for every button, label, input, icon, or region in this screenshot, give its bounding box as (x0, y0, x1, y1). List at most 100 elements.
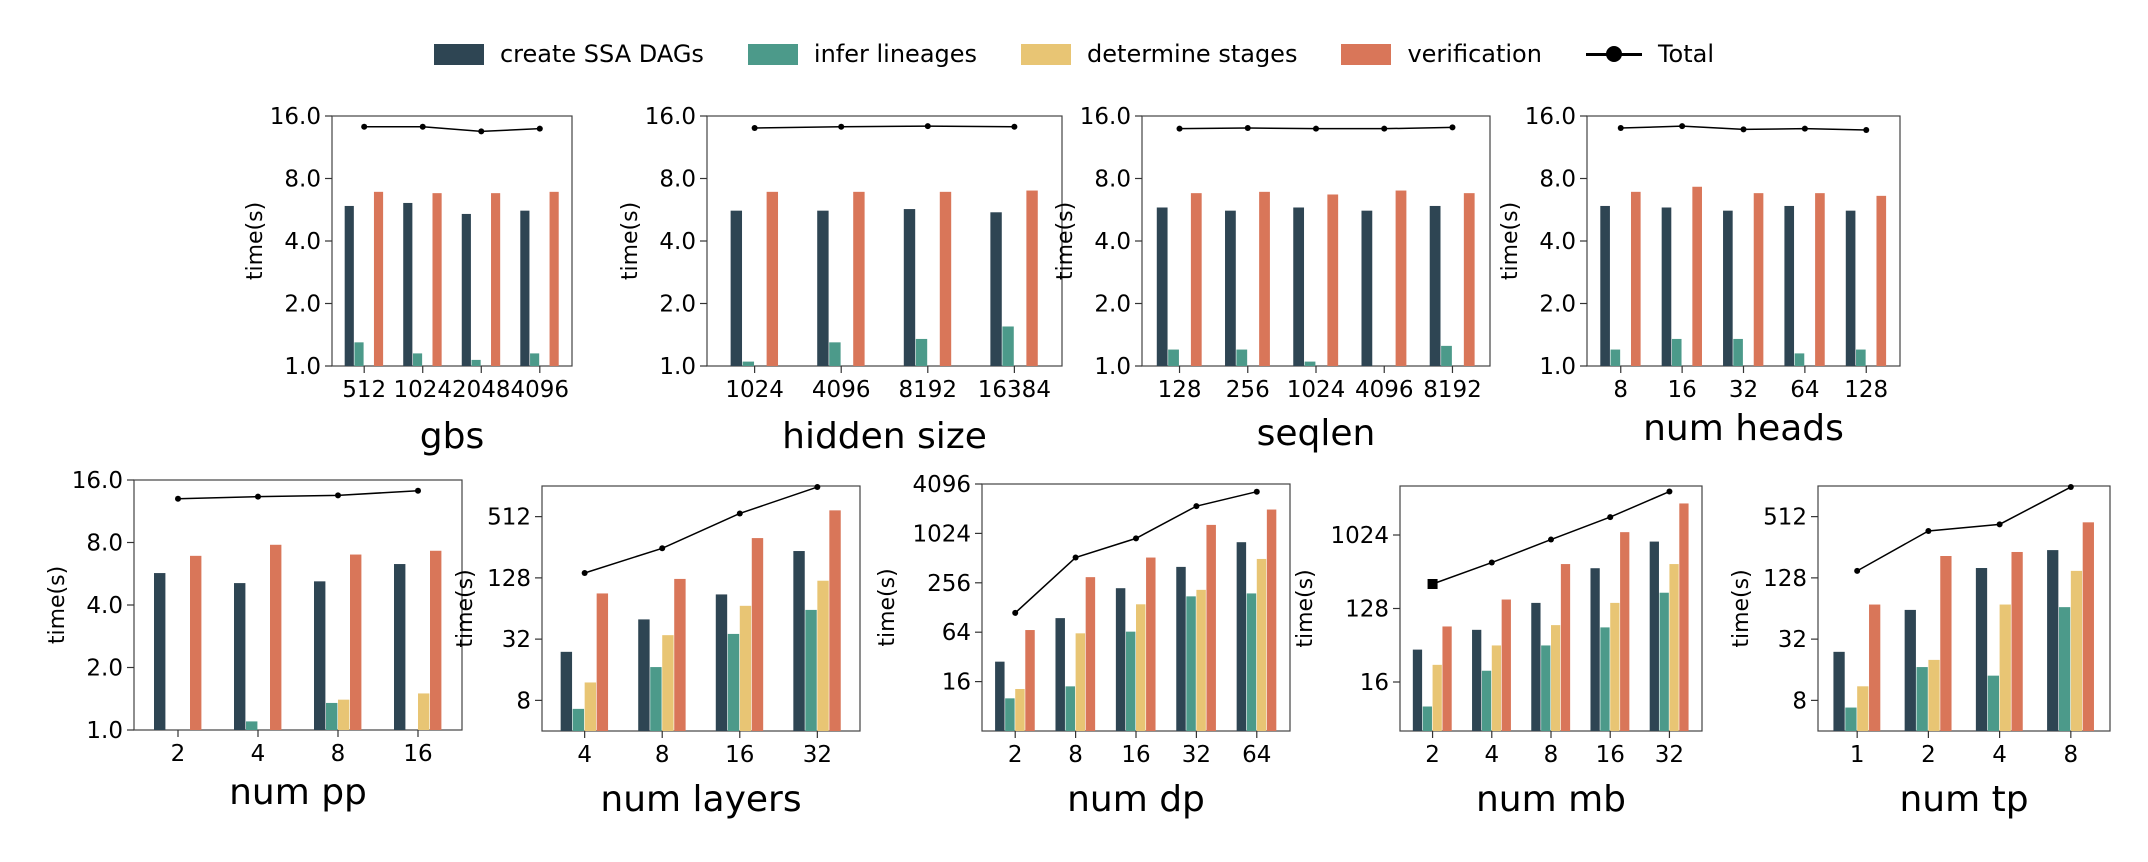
bar-verification-256 (1259, 191, 1270, 366)
legend-label: verification (1407, 40, 1542, 68)
bar-infer-lineages-128 (1856, 349, 1866, 366)
y-tick-label: 8.0 (1094, 167, 1131, 193)
x-tick-label-32: 32 (1729, 377, 1758, 403)
bar-create-ssa-dags-8 (1055, 618, 1065, 731)
bar-infer-lineages-2048 (471, 359, 481, 366)
bar-create-ssa-dags-16 (394, 564, 406, 730)
bar-create-ssa-dags-64 (1784, 205, 1795, 366)
bar-create-ssa-dags-1024 (403, 202, 413, 366)
total-point-16 (1607, 514, 1614, 521)
bar-verification-128 (1190, 193, 1202, 366)
bar-verification-2 (190, 555, 202, 730)
y-tick-label: 64 (942, 620, 971, 646)
bar-create-ssa-dags-8 (638, 619, 650, 731)
bar-create-ssa-dags-4 (234, 583, 246, 730)
bar-infer-lineages-16 (1671, 338, 1682, 366)
bar-determine-stages-16 (418, 693, 430, 730)
total-point-512 (361, 123, 368, 130)
legend-label: determine stages (1087, 40, 1298, 68)
bar-infer-lineages-4 (1481, 670, 1492, 731)
bar-create-ssa-dags-128 (1156, 207, 1168, 366)
bar-create-ssa-dags-32 (1176, 566, 1186, 731)
total-point-1 (1854, 567, 1861, 574)
total-point-4 (581, 569, 588, 576)
x-tick-label-32: 32 (803, 742, 832, 768)
y-tick-label: 128 (1345, 597, 1389, 623)
y-axis-label: time(s) (1053, 202, 1078, 280)
y-tick-label: 16.0 (1080, 104, 1131, 130)
x-tick-label-4096: 4096 (511, 377, 570, 403)
bar-verification-8192 (939, 191, 952, 366)
bar-create-ssa-dags-32 (1649, 541, 1659, 731)
bar-verification-1024 (766, 191, 779, 366)
bar-determine-stages-8 (662, 635, 674, 731)
x-tick-label-16: 16 (1121, 742, 1150, 768)
bar-verification-8192 (1463, 193, 1475, 366)
bar-verification-8 (674, 578, 686, 731)
bar-create-ssa-dags-4 (560, 651, 573, 731)
bar-infer-lineages-2 (1005, 698, 1015, 731)
total-point-16 (415, 487, 421, 494)
bar-create-ssa-dags-16384 (990, 212, 1002, 366)
bar-verification-16 (1692, 186, 1702, 366)
bar-verification-4 (1501, 599, 1511, 731)
chart-num-tp: 8 32 128 512 time(s) 1 2 4 8 num tp (1729, 484, 2111, 820)
x-tick-label-4: 4 (251, 741, 266, 767)
bar-determine-stages-2 (1928, 659, 1940, 731)
legend: create SSA DAGs infer lineages determine… (0, 30, 2148, 78)
x-tick-label-8: 8 (331, 741, 346, 767)
y-tick-label: 8.0 (659, 167, 696, 193)
total-line (1014, 490, 1257, 614)
x-tick-label-8: 8 (1613, 377, 1628, 403)
total-point-32 (1740, 126, 1747, 133)
bar-create-ssa-dags-16 (1661, 207, 1672, 366)
x-axis-label: gbs (420, 416, 484, 457)
y-axis-label: time(s) (618, 202, 643, 280)
x-axis-label: num heads (1643, 408, 1844, 449)
bar-infer-lineages-2 (1422, 706, 1432, 731)
total-point-64 (1801, 125, 1808, 132)
x-tick-label-2: 2 (1008, 742, 1023, 768)
x-tick-label-32: 32 (1655, 742, 1684, 768)
total-point-4096 (838, 123, 845, 130)
y-axis-label: time(s) (1729, 569, 1754, 647)
bar-create-ssa-dags-8 (1531, 602, 1541, 731)
bar-determine-stages-32 (1669, 564, 1679, 731)
x-axis-label: num pp (229, 772, 367, 813)
total-point-8192 (1449, 124, 1456, 131)
bar-infer-lineages-32 (1186, 596, 1196, 731)
y-tick-label: 1.0 (1539, 354, 1576, 380)
bar-infer-lineages-512 (354, 342, 364, 366)
bar-infer-lineages-32 (1733, 338, 1743, 366)
total-point-4 (255, 493, 261, 500)
bar-determine-stages-16 (739, 605, 752, 731)
y-axis-label: time(s) (453, 569, 478, 647)
plot-frame (331, 115, 573, 367)
x-tick-label-1024: 1024 (393, 377, 452, 403)
x-tick-label-4: 4 (1484, 742, 1499, 768)
bar-verification-32 (1679, 503, 1689, 731)
y-tick-label: 1.0 (659, 354, 696, 380)
legend-line-marker-icon (1585, 43, 1642, 65)
bar-verification-4096 (549, 191, 559, 366)
total-point-8 (1617, 125, 1624, 132)
total-point-8 (659, 545, 666, 552)
bar-create-ssa-dags-32 (793, 551, 805, 731)
bar-create-ssa-dags-16 (1590, 568, 1600, 731)
bar-verification-16 (1146, 557, 1156, 731)
plot-frame (541, 485, 861, 732)
total-point-2 (1925, 527, 1932, 534)
y-axis-label: time(s) (243, 202, 268, 280)
total-point-2 (1427, 579, 1438, 589)
bar-verification-16 (430, 550, 442, 730)
bar-infer-lineages-4 (1987, 675, 2000, 731)
legend-item-infer-lineages: infer lineages (747, 40, 977, 68)
bar-infer-lineages-32 (805, 609, 817, 731)
bar-verification-8 (350, 554, 362, 730)
y-axis-label: time(s) (45, 566, 70, 644)
total-point-2 (1012, 609, 1019, 616)
legend-swatch (1021, 43, 1072, 65)
chart-num-mb: 16 128 1024 time(s) 2 4 8 16 32 num mb (1293, 485, 1703, 820)
